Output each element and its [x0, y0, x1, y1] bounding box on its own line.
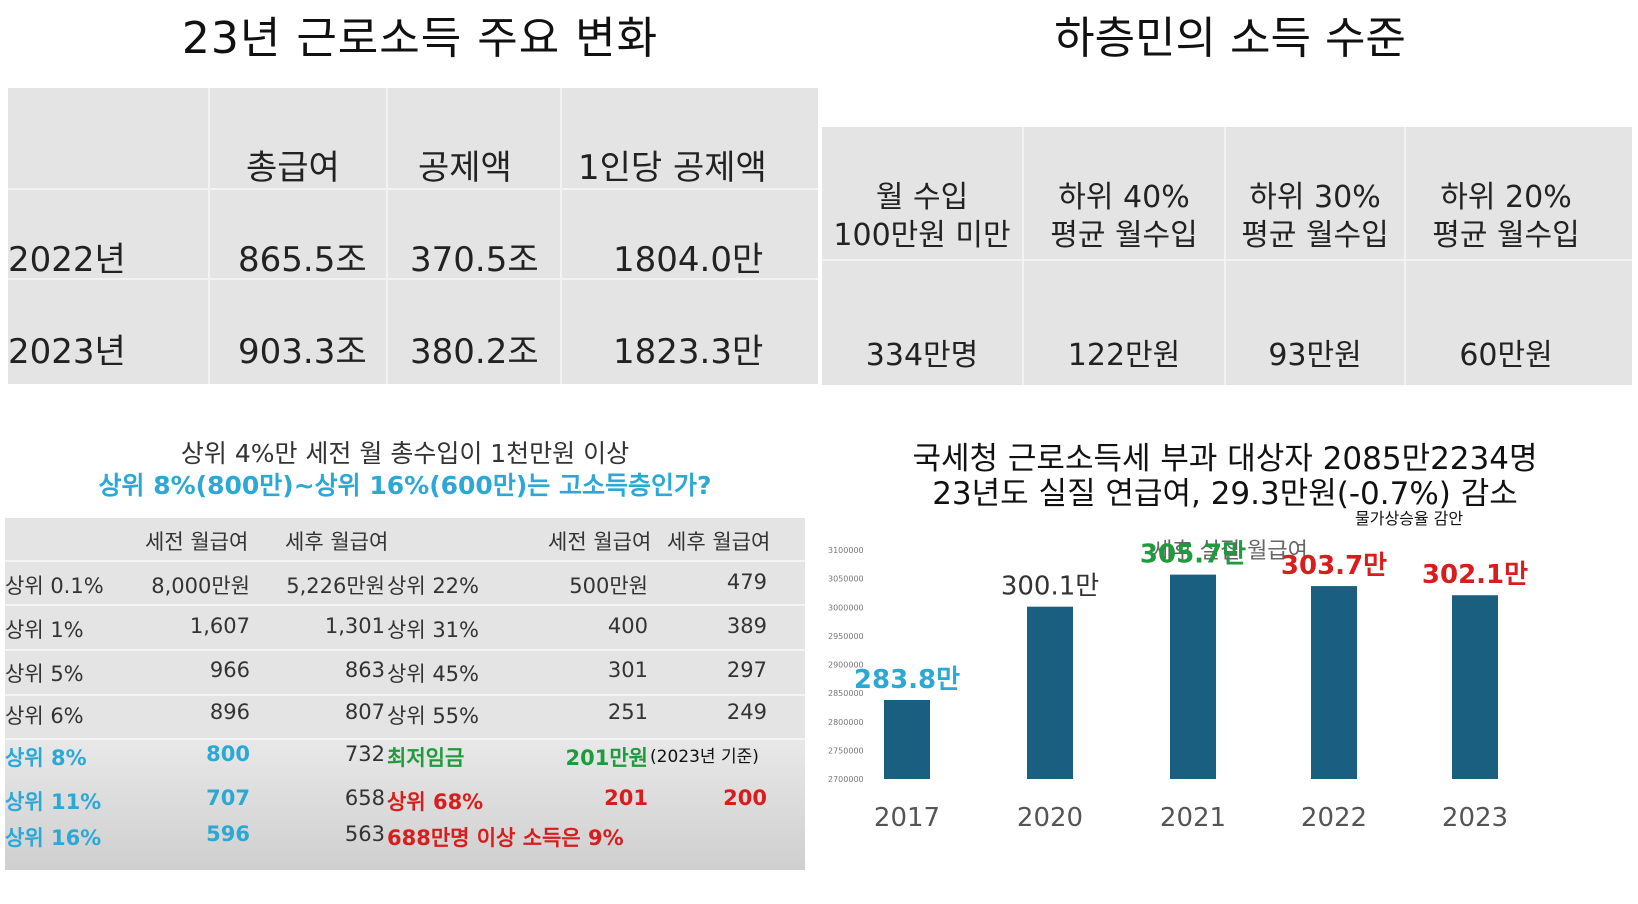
value-2023-deduction: 380.2조 — [410, 332, 539, 372]
y-tick-label: 2900000 — [828, 661, 864, 670]
value-2022-per-capita: 1804.0만 — [613, 240, 764, 280]
row-right-label: 상위 22% — [387, 574, 479, 598]
y-tick-label: 2850000 — [828, 689, 864, 698]
row-left-label: 상위 8% — [5, 746, 87, 770]
row-right-pre-tax: 301 — [607, 658, 648, 682]
salary-percentile-table: 세전 월급여 세후 월급여 세전 월급여 세후 월급여 상위 0.1% 8,000… — [5, 518, 805, 870]
y-tick-label: 2700000 — [828, 775, 864, 784]
row-right-pre-tax: 251 — [607, 700, 648, 724]
x-tick-label: 2020 — [1017, 803, 1083, 833]
inflation-note: 물가상승율 감안 — [1355, 509, 1464, 528]
header-deduction: 공제액 — [418, 148, 512, 188]
bar-2020 — [1027, 606, 1073, 779]
minimum-wage-year-note: (2023년 기준) — [650, 747, 759, 767]
row-left-pre-tax: 8,000만원 — [151, 574, 250, 598]
bar-2021 — [1170, 574, 1216, 779]
value-2022-deduction: 370.5조 — [410, 240, 539, 280]
y-tick-label: 3100000 — [828, 546, 864, 555]
row-left-label: 상위 5% — [5, 662, 84, 686]
row-left-post-tax: 563 — [344, 822, 385, 846]
income-change-table: 총급여 공제액 1인당 공제액 2022년 865.5조 370.5조 1804… — [8, 88, 818, 384]
row-left-label: 상위 16% — [5, 826, 102, 850]
header-under-1m: 월 수입 100만원 미만 — [833, 180, 1011, 253]
row-left-label: 상위 0.1% — [5, 574, 104, 598]
y-tick-label: 3050000 — [828, 575, 864, 584]
value-under-1m: 334만명 — [865, 338, 979, 373]
header-left-post-tax: 세후 월급여 — [285, 530, 389, 554]
real-salary-bar-chart: 세후 실질 월급여 3100000 3050000 3000000 2950000 29… — [828, 539, 1528, 833]
low-income-table: 월 수입 100만원 미만 하위 40% 평균 월수입 하위 30% 평균 월수입 하… — [822, 127, 1632, 385]
row-right-pre-tax: 201만원 — [565, 746, 648, 770]
row-left-pre-tax: 596 — [206, 822, 250, 846]
row-left-post-tax: 1,301 — [324, 614, 385, 638]
row-right-post-tax: 389 — [726, 614, 767, 638]
row-right-label: 상위 31% — [387, 618, 479, 642]
header-right-pre-tax: 세전 월급여 — [548, 530, 652, 554]
value-2023-total-pay: 903.3조 — [238, 332, 367, 372]
row-right-pre-tax: 400 — [607, 614, 648, 638]
chart-title: 세후 실질 월급여 — [1152, 539, 1308, 564]
income-change-title: 23년 근로소득 주요 변화 — [181, 13, 659, 64]
data-label-2023: 302.1만 — [1422, 560, 1528, 590]
row-left-post-tax: 5,226만원 — [286, 574, 385, 598]
row-right-label: 688만명 이상 소득은 9% — [387, 826, 624, 850]
bar-2022 — [1311, 586, 1357, 779]
row-left-pre-tax: 1,607 — [189, 614, 250, 638]
real-salary-caption: 23년도 실질 연급여, 29.3만원(-0.7%) 감소 — [932, 476, 1518, 512]
low-income-title: 하층민의 소득 수준 — [1054, 13, 1406, 64]
row-left-pre-tax: 707 — [206, 786, 250, 810]
row-right-label: 상위 55% — [387, 704, 479, 728]
header-bottom-20: 하위 20% 평균 월수입 — [1432, 180, 1580, 253]
y-tick-label: 2800000 — [828, 718, 864, 727]
data-label-2022: 303.7만 — [1281, 551, 1387, 581]
x-tick-label: 2021 — [1160, 803, 1226, 833]
header-per-capita-deduction: 1인당 공제액 — [578, 148, 767, 188]
row-right-pre-tax: 201 — [604, 786, 648, 810]
header-bottom-40: 하위 40% 평균 월수입 — [1050, 180, 1198, 253]
header-total-pay: 총급여 — [246, 148, 340, 188]
value-2022-total-pay: 865.5조 — [238, 240, 367, 280]
value-bottom-30: 93만원 — [1268, 338, 1362, 373]
row-right-pre-tax: 500만원 — [569, 574, 648, 598]
data-label-2017: 283.8만 — [854, 665, 960, 695]
row-right-post-tax: 249 — [726, 700, 767, 724]
header-right-post-tax: 세후 월급여 — [667, 530, 771, 554]
row-left-post-tax: 658 — [344, 786, 385, 810]
y-tick-label: 3000000 — [828, 603, 864, 612]
top-income-caption: 상위 4%만 세전 월 총수입이 1천만원 이상 — [180, 439, 630, 468]
y-tick-label: 2950000 — [828, 632, 864, 641]
row-right-post-tax: 297 — [726, 658, 767, 682]
row-left-label: 상위 11% — [5, 790, 102, 814]
bar-2023 — [1452, 595, 1498, 779]
x-tick-label: 2023 — [1442, 803, 1508, 833]
row-left-pre-tax: 966 — [209, 658, 250, 682]
data-label-2020: 300.1만 — [1001, 572, 1099, 602]
row-right-post-tax: 200 — [723, 786, 767, 810]
row-left-label: 상위 1% — [5, 618, 84, 642]
row-right-label: 상위 45% — [387, 662, 479, 686]
row-right-post-tax: 479 — [726, 570, 767, 594]
x-tick-label: 2017 — [874, 803, 940, 833]
value-bottom-20: 60만원 — [1459, 338, 1553, 373]
row-left-post-tax: 732 — [344, 742, 385, 766]
high-income-question: 상위 8%(800만)~상위 16%(600만)는 고소득층인가? — [98, 471, 712, 500]
row-label-2022: 2022년 — [8, 240, 126, 280]
row-left-post-tax: 807 — [344, 700, 385, 724]
row-left-pre-tax: 800 — [206, 742, 250, 766]
x-tick-label: 2022 — [1301, 803, 1367, 833]
header-left-pre-tax: 세전 월급여 — [145, 530, 249, 554]
row-left-post-tax: 863 — [344, 658, 385, 682]
header-bottom-30: 하위 30% 평균 월수입 — [1241, 180, 1389, 253]
value-2023-per-capita: 1823.3만 — [613, 332, 764, 372]
row-right-label: 상위 68% — [387, 790, 484, 814]
y-tick-label: 2750000 — [828, 746, 864, 755]
row-left-label: 상위 6% — [5, 704, 84, 728]
row-right-label: 최저임금 — [387, 746, 465, 770]
tax-target-caption: 국세청 근로소득세 부과 대상자 2085만2234명 — [912, 441, 1538, 477]
row-left-pre-tax: 896 — [209, 700, 250, 724]
row-label-2023: 2023년 — [8, 332, 126, 372]
data-label-2021: 305.7만 — [1140, 540, 1246, 570]
value-bottom-40: 122만원 — [1067, 338, 1181, 373]
bar-2017 — [884, 699, 930, 779]
